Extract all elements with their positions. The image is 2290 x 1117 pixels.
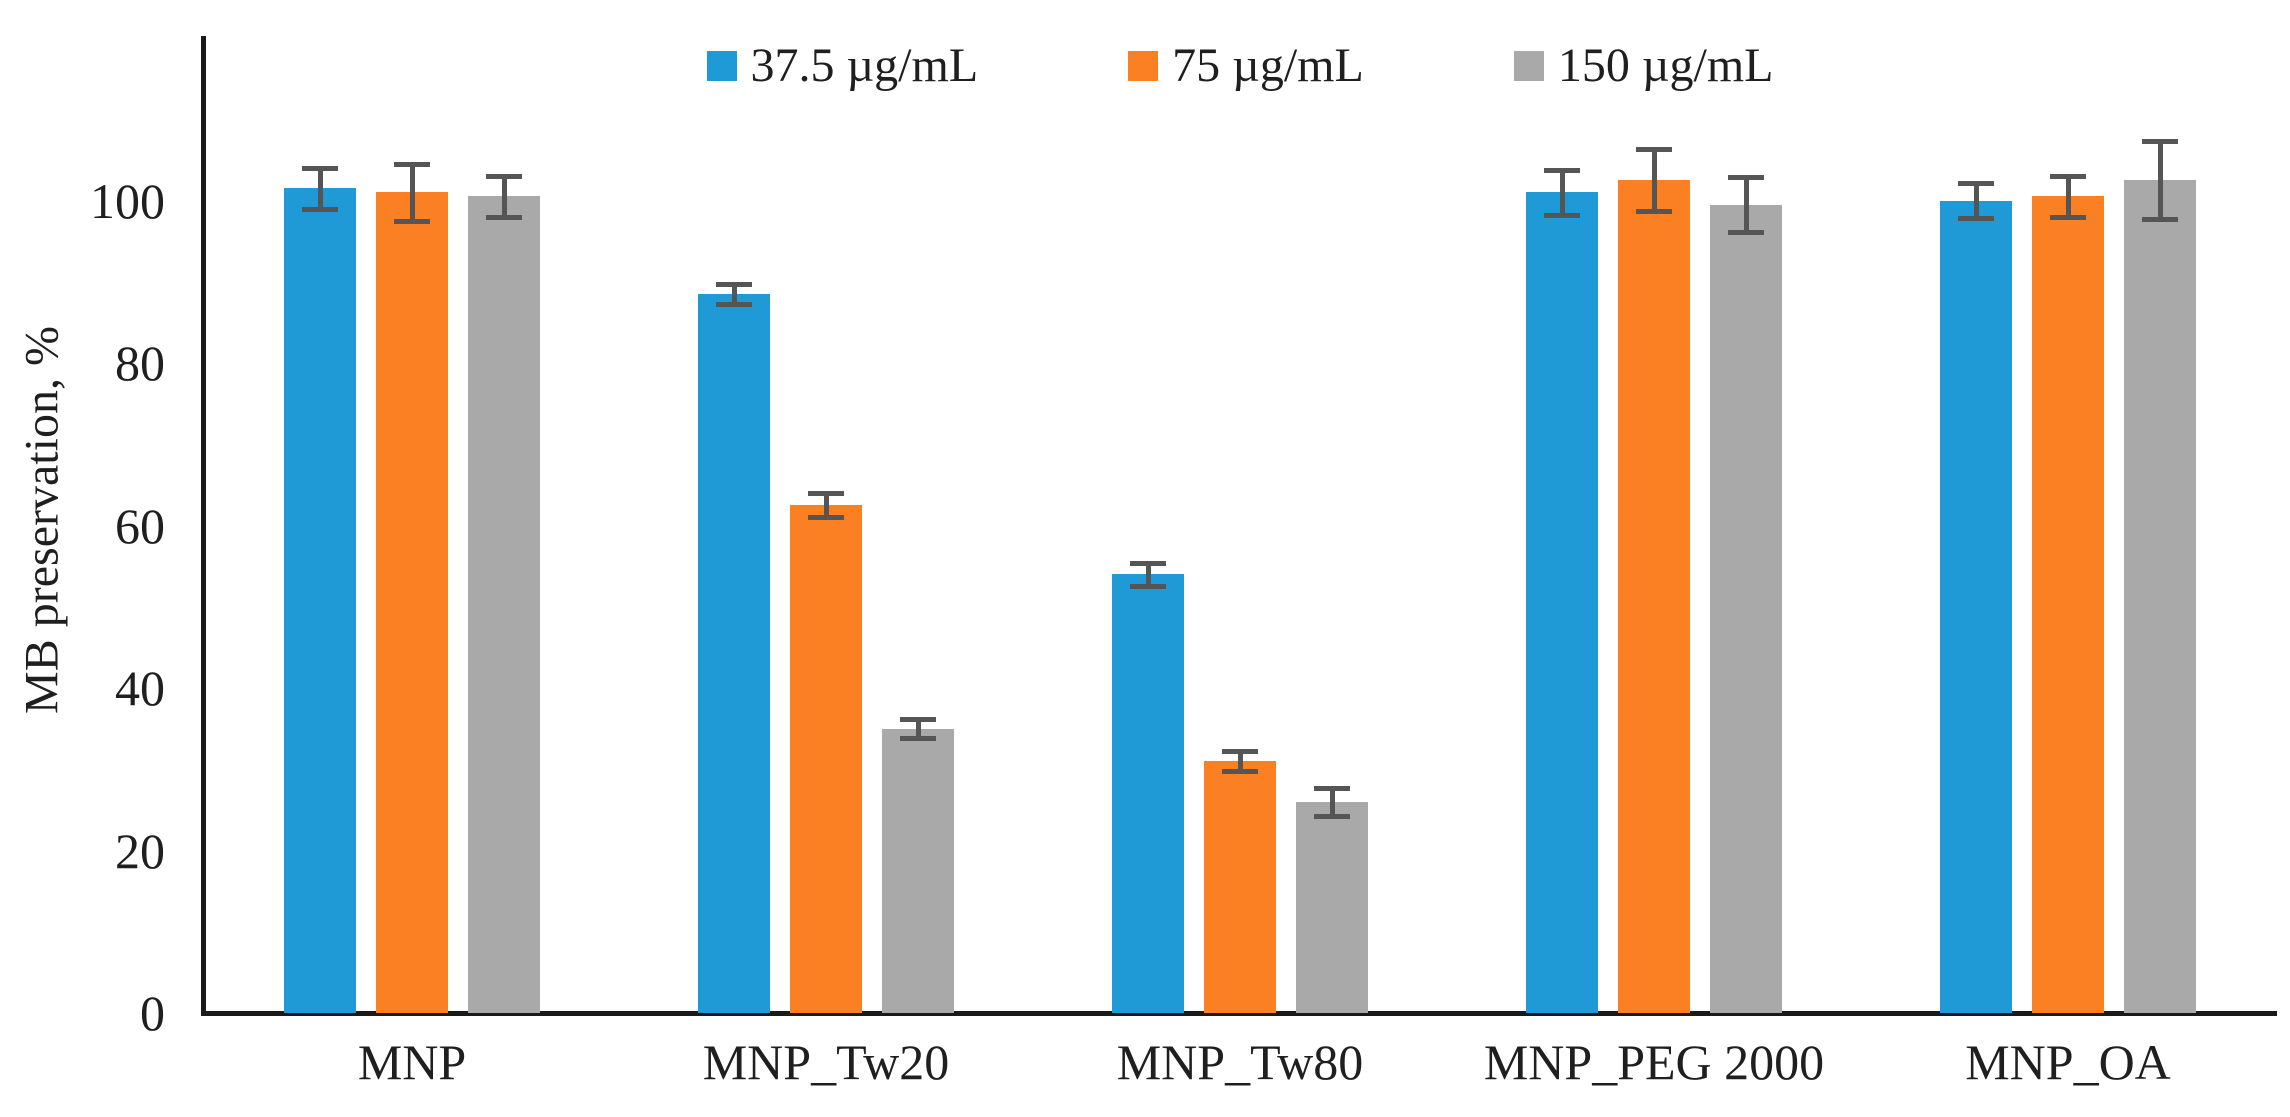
error-bar-cap bbox=[1130, 560, 1166, 566]
bar-mnp-oa-37.5-g-ml bbox=[1940, 200, 2012, 1013]
x-category-label-mnp: MNP bbox=[357, 1034, 467, 1090]
error-bar bbox=[2065, 176, 2071, 217]
error-bar-cap bbox=[1314, 785, 1350, 791]
error-bar-cap bbox=[900, 716, 936, 722]
bar-mnp-tw80-150-g-ml bbox=[1296, 801, 1368, 1013]
error-bar bbox=[409, 163, 415, 221]
error-bar-cap bbox=[302, 166, 338, 171]
error-bar bbox=[2157, 141, 2163, 220]
bar-mnp-75-g-ml bbox=[376, 192, 448, 1013]
error-bar-cap bbox=[1314, 813, 1350, 819]
x-category-label-mnp-oa: MNP_OA bbox=[1965, 1034, 2171, 1090]
legend-label: 37.5 µg/mL bbox=[750, 39, 979, 92]
error-bar-cap bbox=[808, 491, 844, 496]
error-bar-cap bbox=[1958, 215, 1994, 221]
bar-mnp-tw20-150-g-ml bbox=[882, 728, 954, 1013]
legend-label: 150 µg/mL bbox=[1557, 39, 1774, 92]
y-tick-label-60: 60 bbox=[115, 497, 165, 554]
error-bar-cap bbox=[486, 174, 522, 180]
error-bar bbox=[501, 176, 507, 217]
error-bar bbox=[1145, 562, 1151, 586]
bar-mnp-peg-2000-75-g-ml bbox=[1618, 180, 1690, 1013]
error-bar bbox=[1559, 169, 1565, 216]
error-bar bbox=[317, 168, 323, 209]
bar-mnp-tw20-75-g-ml bbox=[790, 505, 862, 1013]
error-bar-cap bbox=[2142, 217, 2178, 223]
error-bar-cap bbox=[1958, 181, 1994, 187]
error-bar-cap bbox=[1636, 147, 1672, 153]
bar-mnp-tw80-75-g-ml bbox=[1204, 761, 1276, 1013]
error-bar-cap bbox=[394, 218, 430, 224]
legend-swatch-icon bbox=[1128, 51, 1159, 81]
y-tick-label-80: 80 bbox=[115, 335, 165, 391]
bar-mnp-peg-2000-37.5-g-ml bbox=[1526, 192, 1598, 1013]
y-axis-line bbox=[201, 36, 206, 1016]
x-category-label-mnp-peg-2000: MNP_PEG 2000 bbox=[1483, 1034, 1825, 1090]
x-axis-line bbox=[201, 1011, 2277, 1016]
error-bar-cap bbox=[1544, 167, 1580, 173]
error-bar bbox=[731, 284, 737, 304]
legend-swatch-icon bbox=[706, 51, 737, 81]
error-bar bbox=[823, 493, 829, 518]
error-bar bbox=[1973, 183, 1979, 218]
error-bar-cap bbox=[1636, 209, 1672, 215]
error-bar bbox=[1329, 787, 1335, 816]
error-bar-cap bbox=[486, 214, 522, 220]
error-bar-cap bbox=[1728, 230, 1764, 236]
error-bar bbox=[1651, 149, 1657, 212]
error-bar-cap bbox=[900, 736, 936, 742]
legend-item-75-g-ml: 75 µg/mL bbox=[1128, 42, 1364, 90]
legend-item-37.5-g-ml: 37.5 µg/mL bbox=[706, 39, 979, 92]
y-tick-label-0: 0 bbox=[140, 985, 165, 1041]
error-bar-cap bbox=[2142, 139, 2178, 145]
bar-mnp-37.5-g-ml bbox=[284, 188, 356, 1013]
error-bar-cap bbox=[2050, 214, 2086, 220]
legend-item-150-g-ml: 150 µg/mL bbox=[1513, 39, 1774, 92]
error-bar-cap bbox=[1130, 583, 1166, 589]
error-bar-cap bbox=[1728, 174, 1764, 180]
error-bar-cap bbox=[716, 301, 752, 307]
error-bar bbox=[1743, 176, 1749, 233]
error-bar-cap bbox=[1544, 213, 1580, 219]
error-bar-cap bbox=[2050, 174, 2086, 180]
error-bar-cap bbox=[808, 515, 844, 521]
error-bar bbox=[1237, 751, 1243, 771]
legend-swatch-icon bbox=[1513, 51, 1544, 81]
chart-legend: 37.5 µg/mL 75 µg/mL 150 µg/mL bbox=[205, 34, 2275, 98]
bar-mnp-tw20-37.5-g-ml bbox=[698, 293, 770, 1013]
error-bar-cap bbox=[394, 161, 430, 167]
bar-mnp-tw80-37.5-g-ml bbox=[1112, 574, 1184, 1013]
bar-mnp-oa-75-g-ml bbox=[2032, 196, 2104, 1013]
bar-mnp-oa-150-g-ml bbox=[2124, 180, 2196, 1013]
error-bar-cap bbox=[716, 282, 752, 288]
x-category-label-mnp-tw20: MNP_Tw20 bbox=[702, 1034, 950, 1090]
x-category-label-mnp-tw80: MNP_Tw80 bbox=[1116, 1034, 1364, 1090]
y-tick-label-40: 40 bbox=[115, 660, 165, 716]
y-tick-label-100: 100 bbox=[90, 172, 165, 229]
error-bar-cap bbox=[1222, 749, 1258, 755]
error-bar-cap bbox=[302, 206, 338, 212]
y-tick-label-20: 20 bbox=[115, 822, 165, 879]
error-bar-cap bbox=[1222, 768, 1258, 774]
bar-mnp-150-g-ml bbox=[468, 196, 540, 1013]
bar-mnp-peg-2000-150-g-ml bbox=[1710, 204, 1782, 1013]
legend-label: 75 µg/mL bbox=[1172, 39, 1364, 92]
error-bar bbox=[915, 718, 921, 739]
